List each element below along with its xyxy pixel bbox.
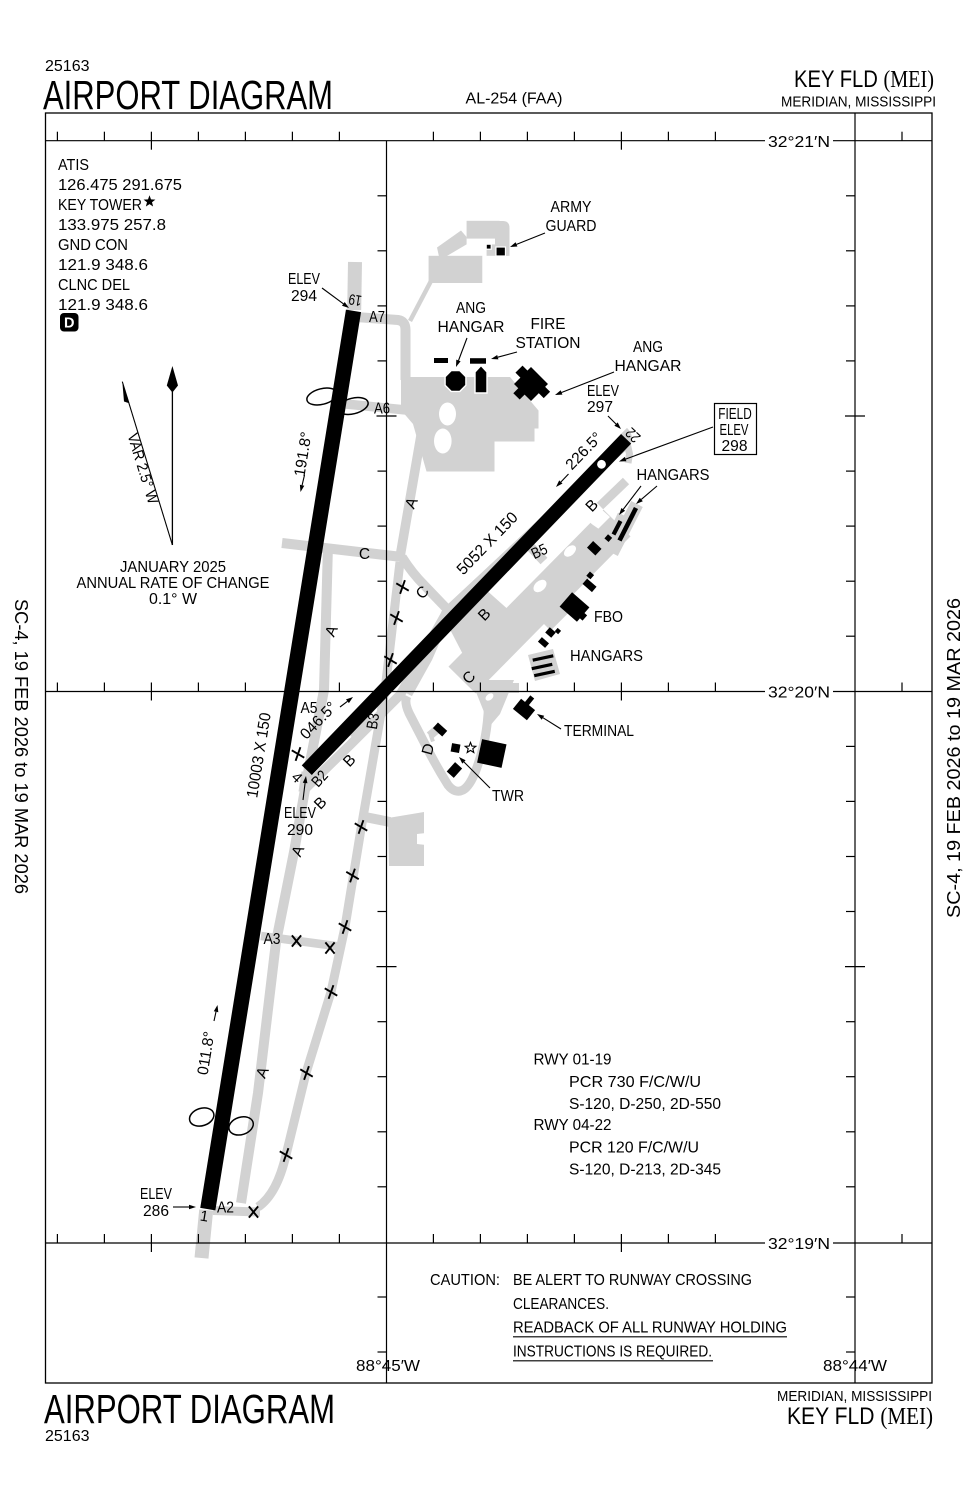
svg-text:TERMINAL: TERMINAL: [564, 723, 634, 740]
svg-text:HANGAR: HANGAR: [615, 358, 682, 375]
svg-text:294: 294: [291, 288, 317, 305]
svg-text:ANNUAL RATE OF CHANGE: ANNUAL RATE OF CHANGE: [77, 575, 270, 592]
svg-text:126.475 291.675: 126.475 291.675: [58, 177, 182, 194]
svg-text:133.975 257.8: 133.975 257.8: [58, 217, 166, 234]
svg-text:C: C: [359, 546, 370, 563]
svg-text:ELEV: ELEV: [720, 422, 749, 439]
svg-text:GND CON: GND CON: [58, 237, 128, 254]
svg-text:HANGARS: HANGARS: [570, 648, 643, 665]
svg-text:A2: A2: [217, 1200, 234, 1217]
svg-text:D: D: [64, 316, 74, 332]
svg-text:ELEV: ELEV: [587, 383, 620, 400]
svg-text:121.9 348.6: 121.9 348.6: [58, 257, 148, 274]
svg-text:FIRE: FIRE: [531, 316, 566, 333]
svg-text:ELEV: ELEV: [140, 1186, 173, 1203]
svg-text:286: 286: [143, 1203, 169, 1220]
svg-text:RWY 04-22: RWY 04-22: [534, 1117, 612, 1134]
svg-text:BE ALERT TO RUNWAY CROSSING: BE ALERT TO RUNWAY CROSSING: [513, 1272, 752, 1289]
svg-text:SC-4, 19 FEB 2026 to 19 MAR: SC-4, 19 FEB 2026 to 19 MAR 2026: [11, 599, 31, 894]
svg-text:19: 19: [348, 290, 364, 309]
svg-text:KEY FLD (MEI): KEY FLD (MEI): [787, 1403, 933, 1430]
svg-text:ATIS: ATIS: [58, 157, 89, 174]
svg-text:297: 297: [587, 399, 613, 416]
svg-text:PCR 120 F/C/W/U: PCR 120 F/C/W/U: [569, 1140, 699, 1157]
svg-text:HANGARS: HANGARS: [637, 467, 710, 484]
svg-text:32°20′N: 32°20′N: [768, 685, 830, 702]
svg-text:25163: 25163: [45, 58, 90, 75]
svg-text:CAUTION:: CAUTION:: [430, 1272, 500, 1289]
svg-text:ELEV: ELEV: [284, 805, 317, 822]
svg-text:0.1° W: 0.1° W: [149, 591, 197, 608]
svg-text:B3: B3: [364, 712, 383, 730]
svg-text:A5: A5: [301, 700, 318, 717]
svg-text:ANG: ANG: [633, 339, 663, 356]
svg-text:011.8°: 011.8°: [195, 1030, 219, 1076]
svg-text:MERIDIAN, MISSISSIPPI: MERIDIAN, MISSISSIPPI: [781, 95, 936, 111]
svg-text:KEY TOWER: KEY TOWER: [58, 197, 142, 214]
svg-text:88°44′W: 88°44′W: [823, 1358, 888, 1375]
svg-text:1: 1: [199, 1208, 210, 1226]
svg-text:32°19′N: 32°19′N: [768, 1236, 830, 1253]
svg-text:AL-254 (FAA): AL-254 (FAA): [466, 91, 563, 108]
svg-text:JANUARY 2025: JANUARY 2025: [120, 559, 226, 576]
svg-text:CLEARANCES.: CLEARANCES.: [513, 1296, 609, 1313]
svg-text:191.8°: 191.8°: [292, 431, 316, 478]
svg-text:SC-4, 19 FEB 2026 to 19 MAR: SC-4, 19 FEB 2026 to 19 MAR 2026: [944, 598, 964, 918]
svg-text:READBACK OF ALL RUNWAY HOLDING: READBACK OF ALL RUNWAY HOLDING: [513, 1320, 787, 1337]
svg-text:INSTRUCTIONS IS REQUIRED.: INSTRUCTIONS IS REQUIRED.: [513, 1344, 712, 1361]
svg-text:MERIDIAN, MISSISSIPPI: MERIDIAN, MISSISSIPPI: [777, 1389, 932, 1405]
svg-text:PCR 730 F/C/W/U: PCR 730 F/C/W/U: [569, 1074, 701, 1091]
svg-text:FIELD: FIELD: [718, 406, 752, 423]
svg-text:A6: A6: [374, 401, 390, 418]
svg-text:88°45′W: 88°45′W: [356, 1358, 421, 1375]
svg-text:FBO: FBO: [594, 609, 623, 626]
svg-text:25163: 25163: [45, 1428, 90, 1445]
svg-text:A7: A7: [369, 309, 385, 326]
svg-text:ELEV: ELEV: [288, 271, 321, 288]
svg-text:CLNC DEL: CLNC DEL: [58, 277, 130, 294]
svg-text:GUARD: GUARD: [546, 218, 597, 235]
svg-text:KEY FLD (MEI): KEY FLD (MEI): [794, 66, 934, 93]
svg-text:298: 298: [722, 438, 748, 455]
svg-text:S-120, D-213, 2D-345: S-120, D-213, 2D-345: [569, 1162, 721, 1179]
svg-text:A3: A3: [264, 931, 281, 948]
svg-text:AIRPORT DIAGRAM: AIRPORT DIAGRAM: [43, 72, 333, 118]
svg-text:AIRPORT DIAGRAM: AIRPORT DIAGRAM: [44, 1386, 335, 1432]
svg-text:ARMY: ARMY: [551, 199, 592, 216]
svg-text:TWR: TWR: [492, 788, 524, 805]
svg-text:32°21′N: 32°21′N: [768, 134, 830, 151]
svg-text:121.9 348.6: 121.9 348.6: [58, 297, 148, 314]
svg-text:RWY 01-19: RWY 01-19: [534, 1052, 612, 1069]
svg-text:S-120, D-250, 2D-550: S-120, D-250, 2D-550: [569, 1096, 721, 1113]
svg-text:290: 290: [287, 822, 313, 839]
svg-text:STATION: STATION: [516, 335, 581, 352]
svg-text:HANGAR: HANGAR: [438, 319, 505, 336]
svg-text:B5: B5: [529, 541, 551, 563]
svg-text:ANG: ANG: [456, 300, 486, 317]
svg-text:D: D: [419, 742, 438, 757]
